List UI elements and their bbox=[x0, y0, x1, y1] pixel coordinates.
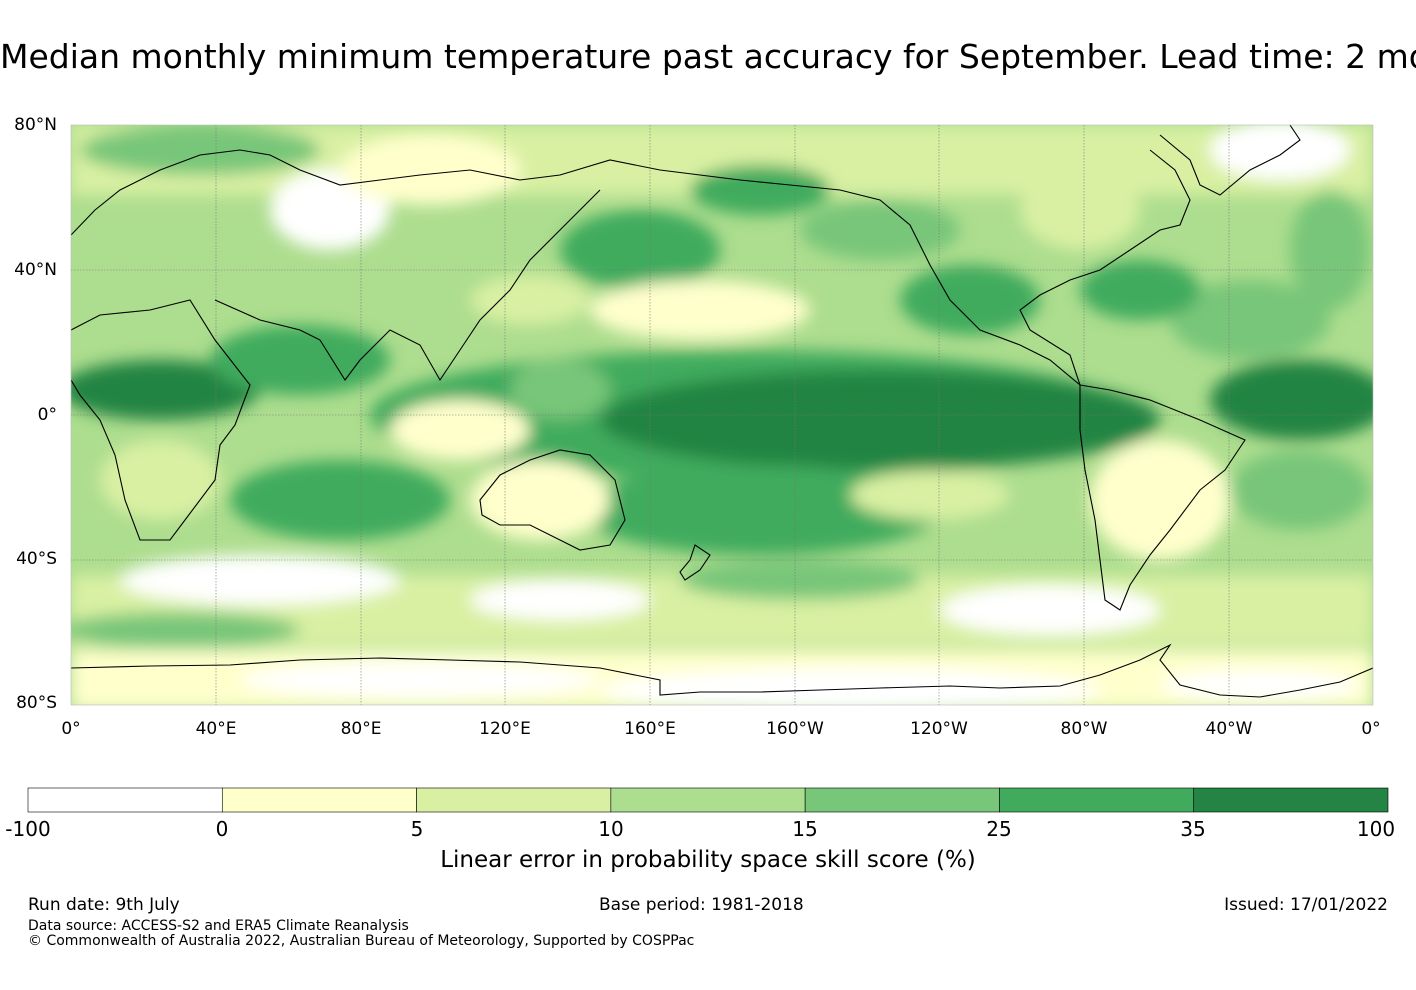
colorbar-swatch bbox=[1193, 787, 1389, 813]
map-title: Median monthly minimum temperature past … bbox=[0, 37, 1416, 76]
issued-date: Issued: 17/01/2022 bbox=[1224, 895, 1388, 915]
colorbar-swatch bbox=[27, 787, 223, 813]
base-period: Base period: 1981-2018 bbox=[599, 895, 804, 915]
lon-label-0-west: 0° bbox=[61, 719, 81, 739]
colorbar-swatch bbox=[610, 787, 806, 813]
colorbar-swatch bbox=[804, 787, 1000, 813]
colorbar-title: Linear error in probability space skill … bbox=[440, 847, 976, 873]
lat-label-0: 0° bbox=[37, 405, 57, 425]
lon-label-80e: 80°E bbox=[340, 719, 382, 739]
map-frame bbox=[70, 124, 1374, 706]
colorbar bbox=[27, 787, 1389, 813]
lon-label-40w: 40°W bbox=[1205, 719, 1253, 739]
lon-label-120e: 120°E bbox=[479, 719, 531, 739]
lat-label-40n: 40°N bbox=[14, 260, 57, 280]
lon-label-160w: 160°W bbox=[766, 719, 824, 739]
lat-label-80s: 80°S bbox=[16, 693, 57, 713]
colorbar-tick: 35 bbox=[1180, 817, 1206, 841]
colorbar-tick: 25 bbox=[986, 817, 1012, 841]
copyright: © Commonwealth of Australia 2022, Austra… bbox=[28, 933, 695, 949]
graticule bbox=[71, 125, 1373, 705]
colorbar-tick: 0 bbox=[215, 817, 229, 841]
colorbar-swatch bbox=[221, 787, 417, 813]
lat-label-80n: 80°N bbox=[14, 115, 57, 135]
colorbar-tick: 10 bbox=[598, 817, 624, 841]
colorbar-tick: 100 bbox=[1356, 817, 1396, 841]
colorbar-tick: 5 bbox=[410, 817, 424, 841]
lon-label-160e: 160°E bbox=[624, 719, 676, 739]
lon-label-80w: 80°W bbox=[1060, 719, 1108, 739]
colorbar-swatch bbox=[416, 787, 612, 813]
lon-label-40e: 40°E bbox=[195, 719, 237, 739]
colorbar-tick: -100 bbox=[5, 817, 51, 841]
colorbar-tick: 15 bbox=[792, 817, 818, 841]
lat-label-40s: 40°S bbox=[16, 549, 57, 569]
data-source: Data source: ACCESS-S2 and ERA5 Climate … bbox=[28, 918, 409, 934]
coastlines bbox=[71, 125, 1373, 698]
lon-label-0-east: 0° bbox=[1361, 719, 1381, 739]
lon-label-120w: 120°W bbox=[910, 719, 968, 739]
run-date: Run date: 9th July bbox=[28, 895, 180, 915]
colorbar-swatch bbox=[999, 787, 1195, 813]
